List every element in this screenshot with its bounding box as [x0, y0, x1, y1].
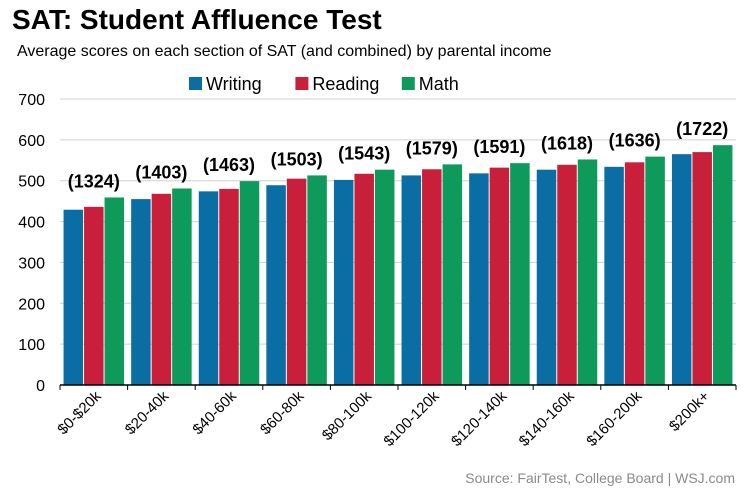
- y-tick-label: 0: [36, 378, 45, 395]
- bar-math: [510, 163, 530, 385]
- legend-swatch: [189, 77, 202, 90]
- legend-label: Math: [419, 74, 459, 94]
- y-tick-label: 500: [18, 174, 45, 191]
- x-tick-label: $80-100k: [319, 387, 376, 444]
- bar-reading: [489, 167, 510, 385]
- combined-score-label: (1591): [473, 137, 525, 157]
- combined-score-label: (1636): [609, 131, 661, 151]
- bar-reading: [422, 169, 442, 385]
- combined-score-label: (1543): [338, 144, 390, 164]
- x-tick-label: $200k+: [666, 388, 713, 435]
- y-tick-label: 400: [18, 215, 45, 232]
- legend-swatch: [295, 77, 309, 90]
- bar-reading: [624, 162, 645, 385]
- bar-math: [239, 181, 260, 385]
- x-tick-label: $140-160k: [516, 387, 579, 450]
- bar-writing: [266, 185, 286, 385]
- bar-writing: [604, 166, 624, 385]
- x-tick-label: $160-200k: [583, 387, 646, 450]
- y-tick-label: 700: [18, 92, 45, 109]
- combined-score-label: (1324): [68, 171, 120, 191]
- legend-swatch: [401, 77, 415, 90]
- bar-writing: [63, 209, 84, 385]
- bar-math: [442, 164, 463, 385]
- chart-title: SAT: Student Affluence Test: [12, 4, 382, 35]
- bar-reading: [354, 173, 374, 385]
- y-tick-label: 200: [18, 296, 45, 313]
- bar-math: [645, 156, 665, 385]
- bar-reading: [219, 188, 239, 385]
- bar-writing: [536, 169, 557, 385]
- bar-reading: [151, 193, 172, 385]
- y-tick-label: 100: [18, 337, 45, 354]
- bar-math: [307, 175, 327, 385]
- combined-score-label: (1722): [676, 119, 728, 139]
- bar-reading: [557, 164, 577, 385]
- bar-math: [172, 188, 192, 385]
- combined-score-label: (1403): [135, 162, 187, 182]
- bar-math: [577, 159, 598, 385]
- combined-score-label: (1618): [541, 133, 593, 153]
- bar-reading: [692, 152, 712, 385]
- x-tick-label: $40-60k: [189, 387, 240, 438]
- bar-math: [712, 145, 733, 385]
- bar-math: [104, 197, 125, 385]
- x-tick-label: $120-140k: [448, 387, 511, 450]
- combined-score-label: (1579): [406, 138, 458, 158]
- combined-score-label: (1463): [203, 155, 255, 175]
- chart-subtitle: Average scores on each section of SAT (a…: [17, 43, 552, 60]
- bar-writing: [401, 175, 422, 385]
- x-tick-label: $0-$20k: [54, 387, 105, 438]
- y-tick-label: 300: [18, 255, 45, 272]
- legend-label: Writing: [206, 74, 262, 94]
- bar-writing: [198, 191, 219, 385]
- bar-writing: [131, 199, 151, 385]
- x-tick-label: $100-120k: [380, 387, 443, 450]
- bar-writing: [333, 179, 354, 385]
- bar-chart: 0 100 200 300 400 500 600 700 Writing Reading Math…: [18, 74, 737, 450]
- legend-label: Reading: [312, 74, 379, 94]
- combined-score-label: (1503): [271, 149, 323, 169]
- bar-reading: [84, 206, 104, 385]
- bar-reading: [286, 178, 307, 385]
- y-tick-label: 600: [18, 133, 45, 150]
- x-tick-label: $60-80k: [257, 387, 308, 438]
- x-tick-label: $20-40k: [122, 387, 173, 438]
- bar-writing: [671, 154, 692, 385]
- source-note: Source: FairTest, College Board | WSJ.co…: [465, 470, 735, 486]
- bar-math: [374, 169, 395, 385]
- bar-writing: [469, 173, 489, 385]
